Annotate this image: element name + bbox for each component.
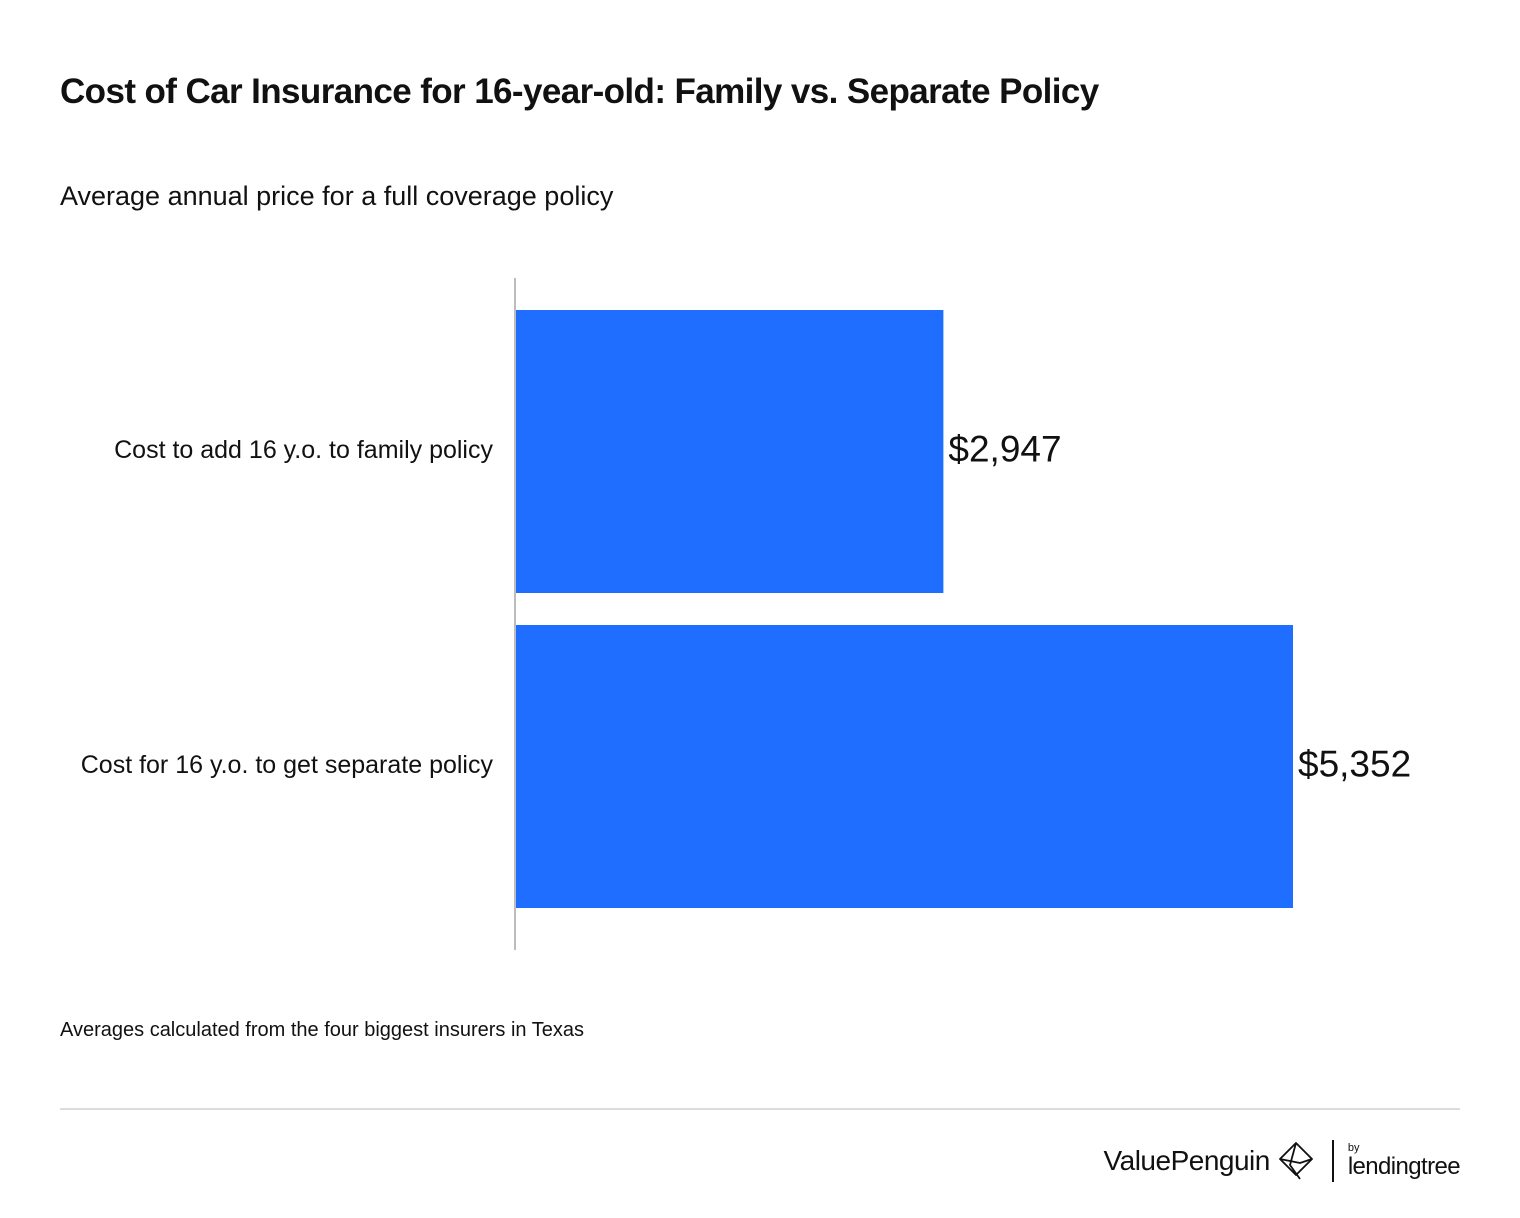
brand-divider xyxy=(1331,1140,1334,1182)
bar-chart: Cost to add 16 y.o. to family policy $2,9… xyxy=(81,278,1411,950)
bar-1 xyxy=(515,310,944,593)
footnote: Averages calculated from the four bigges… xyxy=(60,1019,584,1041)
labels-layer: Cost to add 16 y.o. to family policy $2,9… xyxy=(81,428,1411,784)
category-label-1: Cost to add 16 y.o. to family policy xyxy=(114,436,493,464)
category-label-2: Cost for 16 y.o. to get separate policy xyxy=(81,751,494,779)
bars-layer xyxy=(515,310,1293,908)
bar-2 xyxy=(515,625,1293,908)
value-label-1: $2,947 xyxy=(948,428,1061,469)
brand-name: ValuePenguin xyxy=(1103,1145,1271,1176)
partner-by-text: by xyxy=(1347,1142,1360,1154)
partner-lockup: by lendingtree xyxy=(1347,1142,1461,1180)
footer-divider xyxy=(60,1108,1460,1110)
value-label-2: $5,352 xyxy=(1298,743,1411,784)
chart-title: Cost of Car Insurance for 16-year-old: F… xyxy=(60,72,1099,111)
penguin-logo-icon xyxy=(1278,1142,1313,1180)
partner-name: lendingtree xyxy=(1347,1153,1461,1180)
brand-lockup: ValuePenguin by lendingtree xyxy=(1103,1138,1461,1184)
chart-subtitle: Average annual price for a full coverage… xyxy=(60,181,614,211)
